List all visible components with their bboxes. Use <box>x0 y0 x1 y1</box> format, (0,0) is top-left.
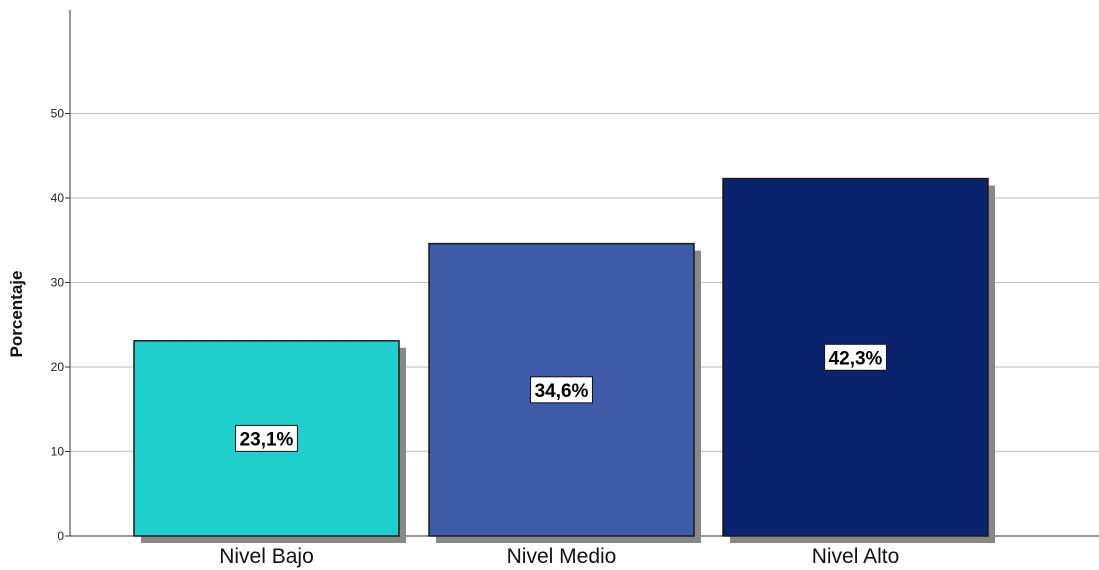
data-labels: 23,1% 34,6% 42,3% <box>235 343 887 452</box>
x-category-label: Nivel Bajo <box>219 545 314 568</box>
data-label-text: 23,1% <box>240 429 294 450</box>
data-label-text: 42,3% <box>829 348 883 369</box>
data-label: 34,6% <box>530 376 593 404</box>
x-category-label: Nivel Alto <box>812 545 900 568</box>
data-label-box <box>530 376 593 404</box>
y-tick-label: 30 <box>51 276 65 290</box>
y-tick-label: 40 <box>51 191 65 205</box>
y-tick-label: 50 <box>51 107 65 121</box>
y-tick-label: 0 <box>57 529 64 543</box>
y-tick-label: 10 <box>51 445 65 459</box>
y-axis-label: Porcentaje <box>7 271 26 358</box>
data-label-text: 34,6% <box>535 381 589 402</box>
y-tick-label: 20 <box>51 360 65 374</box>
data-label: 42,3% <box>824 343 887 371</box>
y-tick-labels: 0 10 20 30 40 50 <box>51 107 70 543</box>
data-label-box <box>824 343 887 371</box>
data-label: 23,1% <box>235 424 298 452</box>
x-category-labels: Nivel Bajo Nivel Medio Nivel Alto <box>219 545 899 568</box>
x-category-label: Nivel Medio <box>507 545 617 568</box>
data-label-box <box>235 424 298 452</box>
